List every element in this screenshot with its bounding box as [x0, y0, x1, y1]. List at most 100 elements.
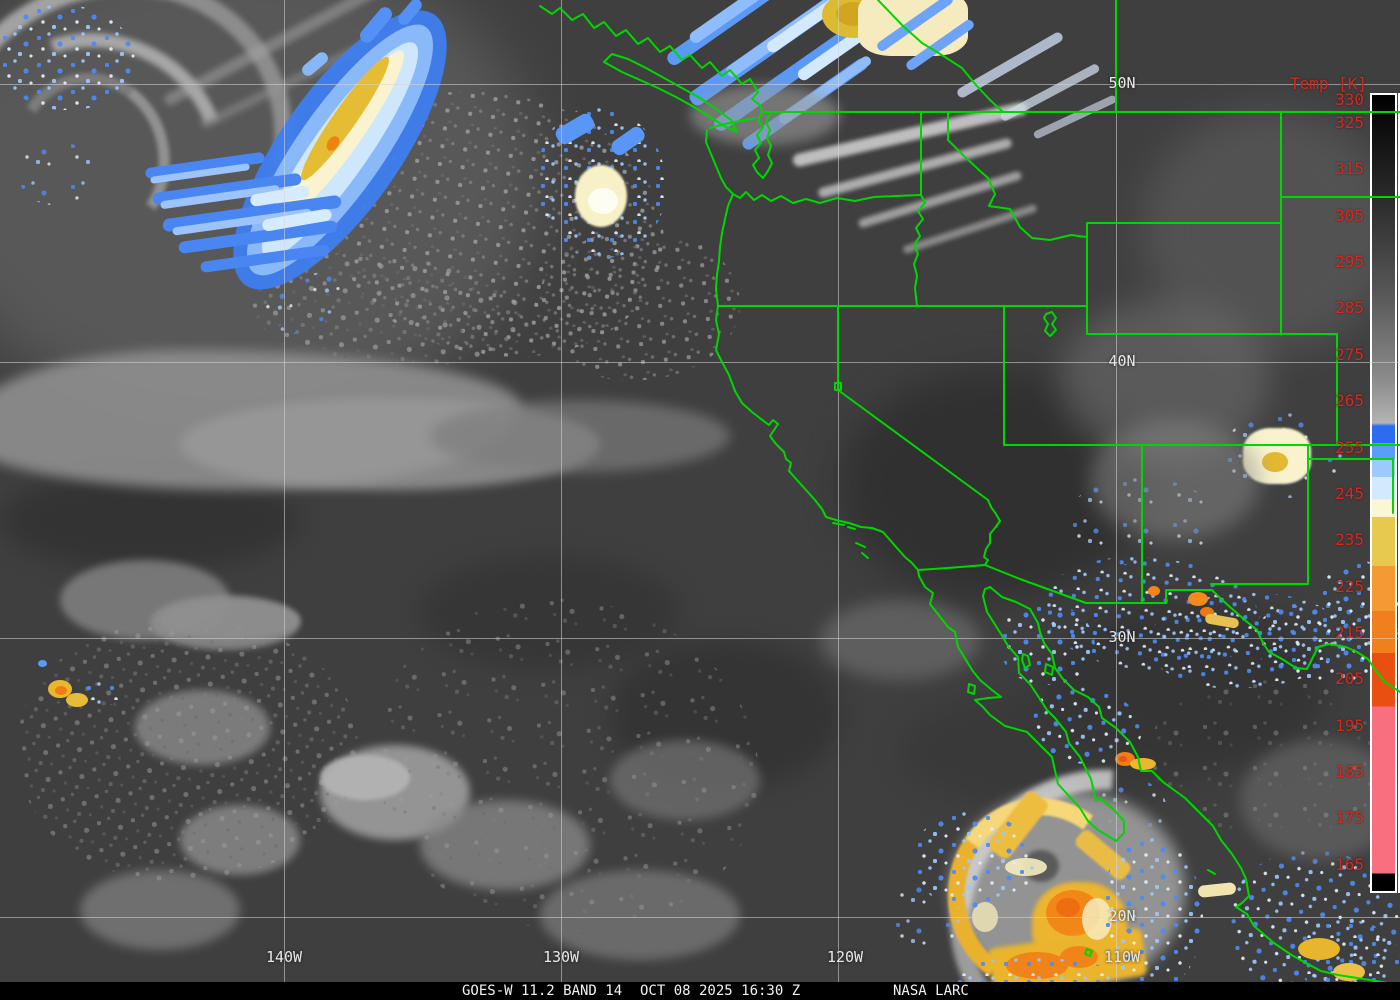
speckle-field	[1000, 603, 1095, 685]
coastline-sonora-sinaloa	[989, 586, 1400, 986]
longitude-label: 130W	[542, 948, 580, 966]
colorbar-tick-label: 165	[1335, 855, 1364, 875]
great-salt-lake	[1043, 311, 1057, 337]
longitude-gridline	[838, 0, 839, 982]
color-band-orange-core	[55, 686, 67, 695]
longitude-gridline	[561, 0, 562, 982]
island-angel-de-la-guarda	[1021, 653, 1031, 669]
speckle-field	[1103, 838, 1203, 990]
colorbar-tick-label: 255	[1335, 438, 1364, 458]
border-wa-or-columbia-river	[732, 191, 922, 204]
puget-sound	[752, 111, 773, 179]
lake-tahoe	[834, 382, 842, 391]
longitude-label: 140W	[265, 948, 303, 966]
color-band-gold	[1333, 963, 1365, 981]
colorbar-tick-label: 285	[1335, 298, 1364, 318]
coastline-olympic	[705, 129, 734, 195]
color-band-orange-core	[1188, 592, 1208, 606]
color-band-red-core	[1119, 756, 1127, 762]
latitude-label: 40N	[1108, 352, 1136, 370]
cloud-blob	[540, 870, 740, 960]
border-ok-tx-panhandle	[1307, 444, 1394, 514]
channel-islands	[832, 522, 869, 559]
island-socorro	[1084, 948, 1093, 957]
colorbar-tick-label: 275	[1335, 345, 1364, 365]
color-band-gold	[66, 693, 88, 707]
colorbar-right-edge	[1398, 93, 1400, 893]
latitude-label: 30N	[1108, 628, 1136, 646]
color-band-white	[588, 188, 618, 214]
cloud-blob	[1140, 110, 1400, 350]
islas-marias	[1207, 869, 1216, 875]
cloud-band	[430, 400, 730, 472]
cloud-blob	[420, 555, 680, 670]
cloud-blob	[80, 870, 240, 950]
longitude-label: 110W	[1103, 948, 1141, 966]
cloud-blob	[690, 85, 840, 145]
border-nm-tx	[1210, 444, 1309, 585]
colorbar-tick-label: 330	[1335, 90, 1364, 110]
border-or-id-snake-river	[913, 194, 926, 307]
colorbar-tick-label: 215	[1335, 623, 1364, 643]
border-id-mt	[947, 111, 1087, 241]
speckle-field	[18, 140, 93, 205]
island-tiburon	[1044, 663, 1054, 676]
coastline-california	[715, 305, 919, 571]
colorbar-tick-label: 175	[1335, 808, 1364, 828]
longitude-label: 120W	[826, 948, 864, 966]
cloud-texture	[1150, 680, 1400, 840]
latitude-gridline	[0, 84, 1400, 85]
color-band-orange-core	[1200, 607, 1214, 617]
cloud-blob	[320, 755, 410, 800]
island-cedros	[967, 683, 976, 695]
color-band-orange-core	[1148, 586, 1160, 596]
colorbar-tick-label: 195	[1335, 716, 1364, 736]
border-ca-nv-colorado-river	[837, 305, 1001, 566]
speckle-field	[0, 5, 135, 110]
colorbar-tick-label: 205	[1335, 669, 1364, 689]
hurricane-orange-core	[1056, 898, 1080, 917]
colorbar-tick-label: 295	[1335, 252, 1364, 272]
colorbar-tick-label: 225	[1335, 577, 1364, 597]
strait-juan-de-fuca	[709, 117, 756, 129]
colorbar-tick-label: 325	[1335, 113, 1364, 133]
latitude-label: 20N	[1108, 907, 1136, 925]
island-vancouver	[603, 53, 738, 133]
colorbar-tick-label: 235	[1335, 530, 1364, 550]
colorbar-tick-label: 315	[1335, 159, 1364, 179]
color-band-gold	[1262, 452, 1288, 472]
caption-credit: NASA LARC	[893, 983, 969, 999]
cloud-blob	[820, 600, 980, 680]
caption-satellite-band: GOES-W 11.2 BAND 14	[462, 983, 623, 999]
longitude-gridline	[1116, 0, 1117, 982]
caption-timestamp: OCT 08 2025 16:30 Z	[640, 983, 801, 999]
longitude-gridline	[284, 0, 285, 982]
coastline-baja-california	[917, 569, 1125, 842]
color-band-blue	[38, 660, 47, 667]
speckle-field	[893, 878, 963, 960]
border-bc-alberta	[877, 0, 1004, 113]
coastline-oregon	[715, 193, 734, 307]
colorbar-tick-label: 245	[1335, 484, 1364, 504]
coastline-bc-fjords	[539, 5, 763, 113]
latitude-label: 50N	[1108, 74, 1136, 92]
latitude-gridline	[0, 917, 1400, 918]
border-wyoming	[1086, 111, 1282, 335]
color-band-gold	[1298, 938, 1340, 960]
colorbar-tick-label: 185	[1335, 762, 1364, 782]
speckle-field	[84, 682, 120, 706]
latitude-gridline	[0, 638, 1400, 639]
cloud-blob	[610, 740, 760, 820]
latitude-gridline	[0, 362, 1400, 363]
border-utah-jog	[1086, 305, 1338, 335]
cloud-blob	[1090, 420, 1260, 540]
cloud-blob	[160, 600, 300, 640]
color-band-gold	[1130, 758, 1156, 770]
colorbar-tick-label: 265	[1335, 391, 1364, 411]
caption-bar: GOES-W 11.2 BAND 14 OCT 08 2025 16:30 Z …	[0, 982, 1400, 1000]
border-us-mexico	[917, 564, 1400, 693]
colorbar-title: Temp [K]	[1289, 74, 1367, 93]
